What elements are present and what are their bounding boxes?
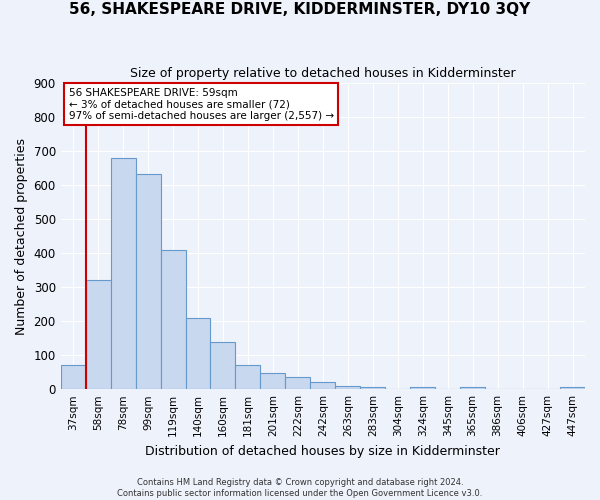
Bar (560, 387, 585, 389)
Bar (310, 382, 335, 389)
Bar (61, 364, 86, 389)
X-axis label: Distribution of detached houses by size in Kidderminster: Distribution of detached houses by size … (145, 444, 500, 458)
Bar (286, 378, 310, 389)
Bar (235, 366, 260, 389)
Bar (161, 250, 185, 389)
Bar (86, 280, 110, 389)
Bar (260, 373, 286, 389)
Bar (110, 158, 136, 389)
Text: 56, SHAKESPEARE DRIVE, KIDDERMINSTER, DY10 3QY: 56, SHAKESPEARE DRIVE, KIDDERMINSTER, DY… (70, 2, 530, 18)
Bar (136, 174, 161, 389)
Text: 56 SHAKESPEARE DRIVE: 59sqm
← 3% of detached houses are smaller (72)
97% of semi: 56 SHAKESPEARE DRIVE: 59sqm ← 3% of deta… (68, 88, 334, 121)
Bar (360, 387, 385, 389)
Bar (335, 386, 360, 389)
Bar (211, 342, 235, 389)
Title: Size of property relative to detached houses in Kidderminster: Size of property relative to detached ho… (130, 68, 515, 80)
Text: Contains HM Land Registry data © Crown copyright and database right 2024.
Contai: Contains HM Land Registry data © Crown c… (118, 478, 482, 498)
Bar (410, 388, 435, 389)
Bar (185, 318, 211, 389)
Y-axis label: Number of detached properties: Number of detached properties (15, 138, 28, 334)
Bar (460, 388, 485, 389)
